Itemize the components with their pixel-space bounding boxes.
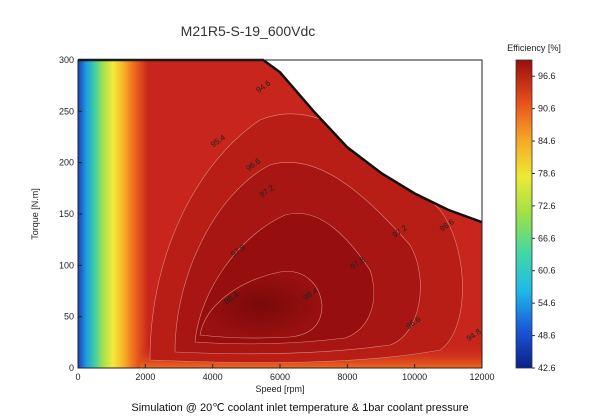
y-tick-label: 100 xyxy=(59,260,74,270)
x-tick-label: 4000 xyxy=(203,372,223,382)
y-tick-label: 150 xyxy=(59,209,74,219)
colorbar-tick-label: 96.6 xyxy=(538,71,556,81)
colorbar-tick-label: 72.6 xyxy=(538,201,556,211)
y-tick-label: 250 xyxy=(59,106,74,116)
x-tick-label: 2000 xyxy=(135,372,155,382)
x-axis-ticks: 0 2000 4000 6000 8000 10000 12000 xyxy=(75,364,495,382)
x-tick-label: 12000 xyxy=(469,372,494,382)
colorbar-tick-label: 42.6 xyxy=(538,363,556,373)
x-tick-label: 0 xyxy=(75,372,80,382)
chart-title: M21R5-S-19_600Vdc xyxy=(181,23,316,39)
y-tick-label: 200 xyxy=(59,158,74,168)
x-axis-label: Speed [rpm] xyxy=(255,384,304,394)
colorbar-tick-label: 60.6 xyxy=(538,266,556,276)
colorbar xyxy=(515,59,533,369)
colorbar-title: Efficiency [%] xyxy=(507,43,561,53)
max-torque-envelope xyxy=(78,58,483,224)
colorbar-tick-label: 84.6 xyxy=(538,136,556,146)
colorbar-tick-label: 90.6 xyxy=(538,104,556,114)
y-tick-label: 50 xyxy=(64,312,74,322)
footer-note: Simulation @ 20℃ coolant inlet temperatu… xyxy=(131,402,468,414)
colorbar-tick-label: 66.6 xyxy=(538,233,556,243)
x-tick-label: 10000 xyxy=(402,372,427,382)
efficiency-contour-core xyxy=(199,271,323,339)
x-tick-label: 8000 xyxy=(337,372,357,382)
y-axis-ticks: 0 50 100 150 200 250 300 xyxy=(59,55,82,373)
y-tick-label: 0 xyxy=(69,363,74,373)
y-tick-label: 300 xyxy=(59,55,74,65)
y-axis-label: Torque [N.m] xyxy=(30,188,40,240)
x-tick-label: 6000 xyxy=(270,372,290,382)
colorbar-tick-label: 54.6 xyxy=(538,298,556,308)
colorbar-tick-label: 48.6 xyxy=(538,331,556,341)
colorbar-ticks: 96.6 90.6 84.6 78.6 72.6 66.6 60.6 54.6 48.6 42.6 xyxy=(532,71,556,373)
colorbar-tick-label: 78.6 xyxy=(538,168,556,178)
heatmap-low-speed-gradient xyxy=(78,60,148,368)
